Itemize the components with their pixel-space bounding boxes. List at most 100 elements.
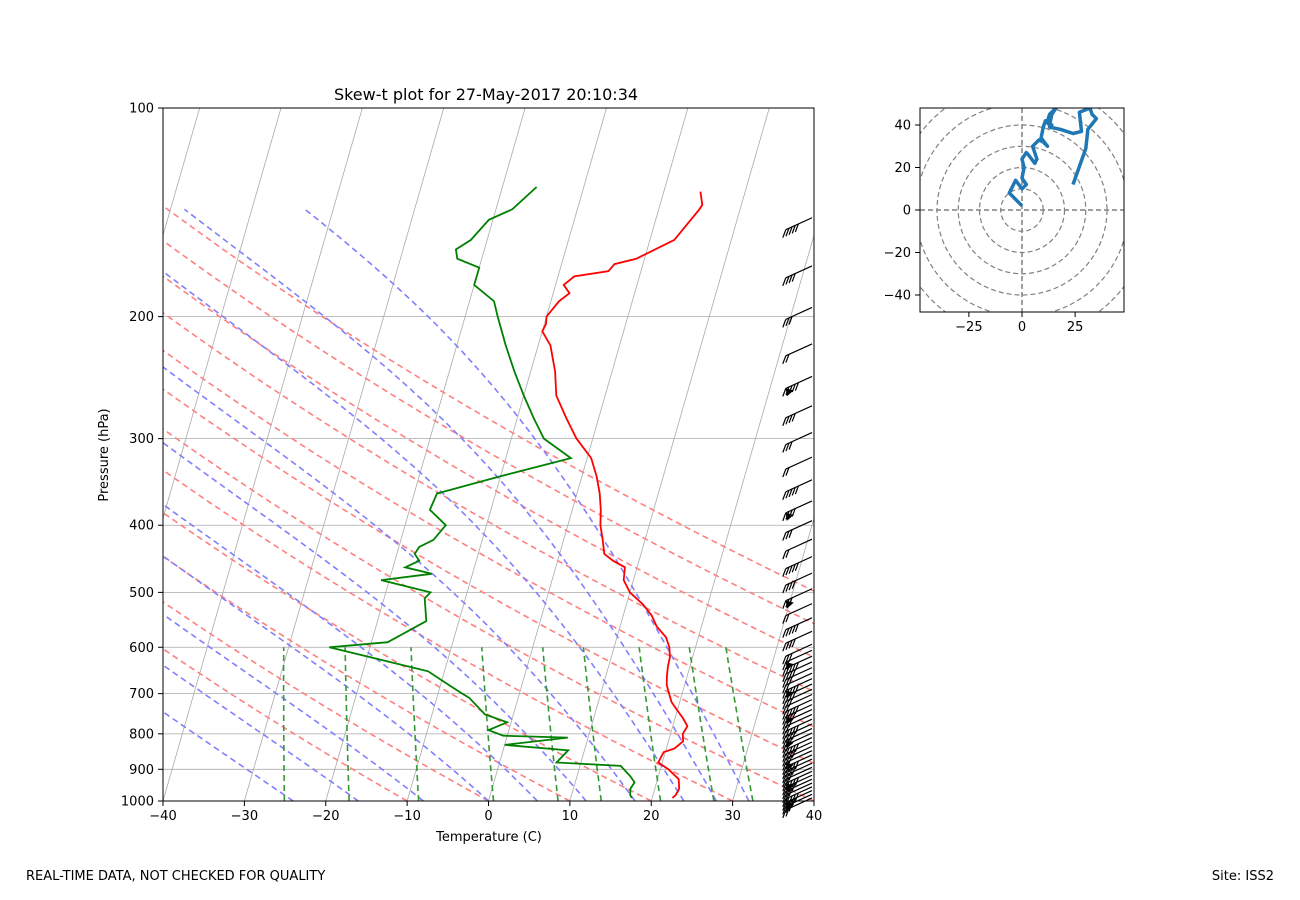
hodo-y-tick-label: −40 bbox=[884, 289, 911, 304]
wind-barb bbox=[782, 500, 813, 522]
barb-staff bbox=[785, 265, 813, 279]
hodo-x-tick-label: 0 bbox=[1018, 320, 1026, 335]
barb-feather bbox=[785, 467, 790, 476]
barb-feather bbox=[782, 778, 787, 788]
barb-staff bbox=[785, 343, 813, 357]
barb-feather bbox=[785, 490, 790, 499]
dry-adiabat bbox=[163, 204, 814, 592]
isotherm-line bbox=[163, 108, 282, 520]
barb-feather bbox=[785, 442, 790, 452]
moist-adiabat bbox=[304, 208, 750, 801]
hodo-x-tick-label: 25 bbox=[1067, 320, 1084, 335]
wind-barb bbox=[782, 538, 813, 560]
barb-feather bbox=[785, 566, 790, 576]
y-tick-label: 700 bbox=[129, 687, 154, 702]
hodograph-frame bbox=[919, 107, 1125, 313]
hodograph: −25 0 25 −40 −20 0 20 40 bbox=[884, 107, 1125, 335]
barb-feather bbox=[791, 663, 796, 672]
barb-feather bbox=[785, 530, 790, 540]
barb-staff bbox=[785, 718, 813, 732]
barb-feather bbox=[782, 695, 787, 705]
barb-feather bbox=[782, 701, 787, 710]
barb-staff bbox=[785, 405, 813, 419]
barb-feather bbox=[791, 625, 796, 634]
barb-feather bbox=[785, 777, 790, 786]
barb-feather bbox=[788, 274, 793, 284]
barb-feather bbox=[782, 762, 787, 771]
wind-barb bbox=[782, 432, 813, 453]
wind-barb bbox=[782, 643, 813, 665]
hodograph-trace bbox=[1007, 108, 1099, 208]
barb-staff bbox=[785, 572, 813, 586]
isotherm-line bbox=[569, 108, 770, 801]
barb-feather bbox=[782, 319, 787, 328]
barb-feather bbox=[794, 485, 799, 495]
barb-feather bbox=[782, 790, 787, 800]
barb-feather bbox=[788, 698, 793, 707]
barb-feather bbox=[785, 699, 790, 709]
barb-feather bbox=[794, 623, 799, 633]
barb-feather bbox=[794, 662, 799, 671]
isotherm-line bbox=[732, 516, 814, 801]
wind-barb bbox=[782, 630, 813, 652]
y-tick-label: 200 bbox=[129, 310, 154, 325]
hodo-y-tick-label: 0 bbox=[903, 204, 911, 219]
barb-feather bbox=[785, 672, 790, 681]
barb-feather bbox=[782, 721, 787, 730]
barb-feather bbox=[785, 773, 790, 782]
barb-feather bbox=[794, 705, 799, 715]
barb-feather bbox=[782, 744, 787, 754]
barb-feather bbox=[791, 580, 796, 589]
barb-feather bbox=[782, 550, 787, 560]
mixing-ratio-line bbox=[638, 647, 662, 801]
barb-feather bbox=[782, 735, 787, 745]
barb-feather bbox=[791, 726, 796, 736]
wind-barb bbox=[782, 770, 813, 792]
barb-feather bbox=[782, 770, 787, 780]
x-tick-label: 40 bbox=[806, 809, 823, 824]
barb-feather bbox=[791, 413, 796, 422]
barb-staff bbox=[785, 617, 813, 631]
x-axis-label: Temperature (C) bbox=[435, 830, 542, 845]
barb-pennant bbox=[785, 762, 794, 771]
barb-feather bbox=[788, 626, 793, 636]
barb-pennant bbox=[785, 662, 794, 671]
wind-barb bbox=[782, 520, 813, 541]
wind-barbs bbox=[782, 217, 813, 819]
barb-staff bbox=[785, 500, 813, 514]
barb-feather bbox=[791, 669, 796, 678]
dry-adiabat bbox=[163, 555, 571, 801]
barb-feather bbox=[782, 809, 787, 819]
barb-pennant bbox=[785, 783, 794, 792]
barb-feather bbox=[782, 229, 787, 238]
moist-adiabat bbox=[163, 270, 685, 801]
barb-feather bbox=[788, 529, 793, 538]
barb-staff bbox=[785, 770, 813, 784]
barb-feather bbox=[788, 772, 793, 781]
x-tick-label: 10 bbox=[562, 809, 579, 824]
dry-adiabat bbox=[163, 428, 814, 801]
wind-barb bbox=[782, 727, 813, 749]
barb-staff bbox=[785, 432, 813, 446]
barb-feather bbox=[782, 388, 787, 397]
barb-feather bbox=[791, 744, 796, 754]
moist-adiabat bbox=[163, 555, 490, 801]
barb-feather bbox=[794, 223, 799, 233]
barb-feather bbox=[782, 786, 787, 796]
barb-staff bbox=[785, 649, 813, 663]
isotherm-line bbox=[243, 108, 445, 801]
barb-pennant bbox=[785, 716, 794, 725]
barb-staff bbox=[785, 217, 813, 231]
temperature-profile bbox=[541, 191, 704, 799]
barb-pennant bbox=[785, 512, 794, 521]
barb-feather bbox=[788, 640, 793, 649]
barb-feather bbox=[785, 583, 790, 592]
mixing-ratio-line bbox=[541, 647, 559, 801]
barb-feather bbox=[785, 793, 790, 802]
barb-feather bbox=[785, 654, 790, 663]
barb-feather bbox=[785, 317, 790, 327]
wind-barb bbox=[782, 456, 813, 478]
barb-feather bbox=[782, 802, 787, 811]
barb-feather bbox=[782, 600, 787, 609]
